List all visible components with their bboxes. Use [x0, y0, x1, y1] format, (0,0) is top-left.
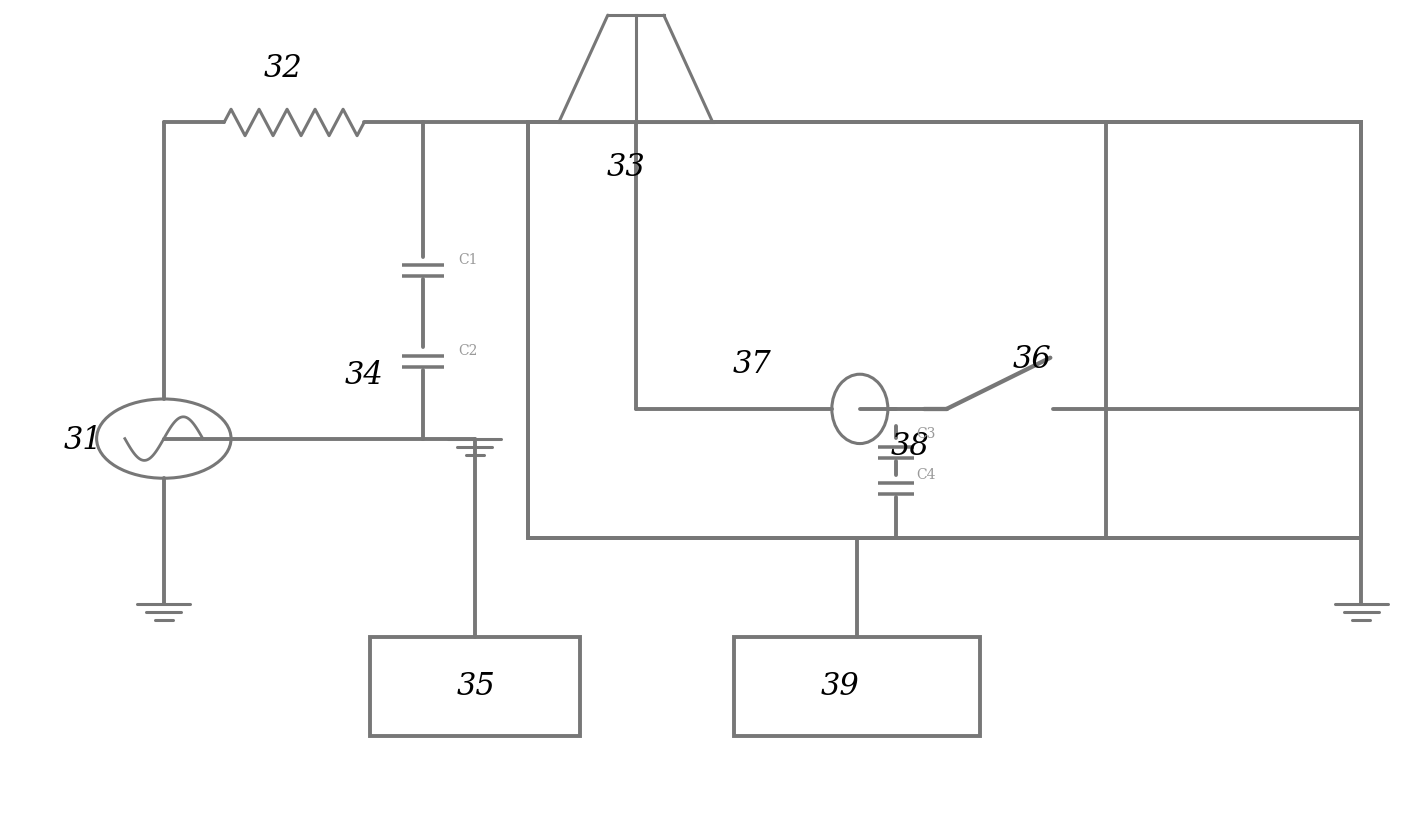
Text: 34: 34: [344, 361, 384, 391]
Text: 39: 39: [821, 671, 859, 701]
Text: C3: C3: [915, 426, 935, 440]
Text: 37: 37: [733, 349, 772, 380]
Text: 32: 32: [263, 53, 302, 84]
Text: 35: 35: [457, 671, 495, 701]
Text: 31: 31: [63, 425, 103, 455]
Text: C4: C4: [915, 468, 935, 482]
Text: C2: C2: [458, 344, 477, 358]
Text: 36: 36: [1012, 344, 1052, 375]
Text: 33: 33: [606, 152, 645, 184]
Text: 38: 38: [891, 431, 929, 462]
Text: C1: C1: [458, 253, 478, 268]
